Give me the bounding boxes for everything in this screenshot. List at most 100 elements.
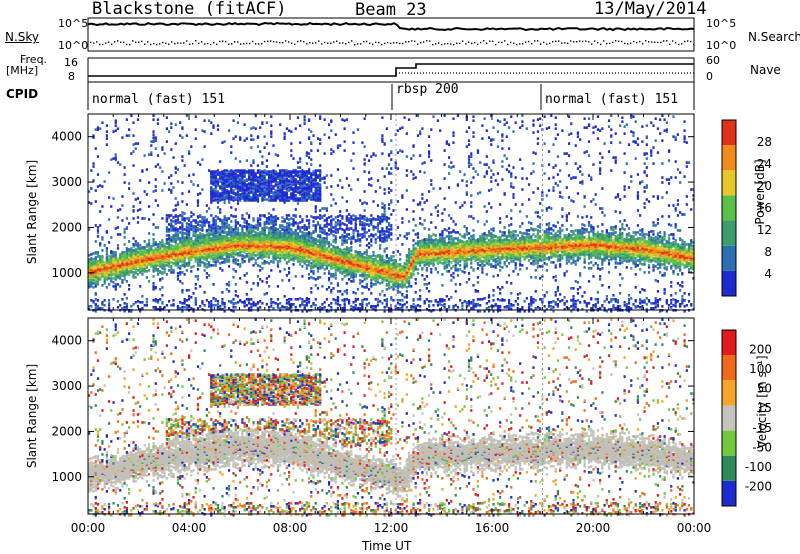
power-cell <box>312 170 314 173</box>
power-cell <box>266 292 268 295</box>
nsearch-point <box>294 44 295 45</box>
power-cell <box>304 170 306 173</box>
power-cell <box>159 241 161 244</box>
power-cell <box>204 304 206 307</box>
power-cell <box>152 136 154 139</box>
power-cell <box>190 211 192 214</box>
power-cell <box>299 197 301 200</box>
nsearch-point <box>240 43 241 44</box>
power-cell <box>268 227 270 230</box>
power-cell <box>328 277 330 280</box>
power-cell <box>321 215 323 218</box>
nsearch-point <box>123 42 124 43</box>
power-cell <box>306 215 308 218</box>
power-cell <box>186 203 188 206</box>
power-cell <box>312 277 314 280</box>
power-cell <box>217 306 219 309</box>
power-cell <box>170 122 172 125</box>
power-cell <box>321 207 323 210</box>
power-cell <box>159 166 161 169</box>
power-cell <box>315 182 317 185</box>
power-cell <box>328 233 330 236</box>
power-cell <box>124 293 126 296</box>
power-cell <box>206 263 208 266</box>
power-cell <box>290 186 292 189</box>
power-cell <box>244 218 246 221</box>
power-cell <box>106 143 108 146</box>
power-cell <box>175 204 177 207</box>
power-cell <box>266 226 268 229</box>
nsearch-point <box>210 44 211 45</box>
power-cell <box>175 142 177 145</box>
power-cell <box>90 187 92 190</box>
power-cell <box>252 234 254 237</box>
power-cell <box>319 276 321 279</box>
power-cell <box>159 246 161 249</box>
power-cell <box>299 221 301 224</box>
power-cell <box>312 178 314 181</box>
power-cell <box>277 298 279 301</box>
power-cell <box>261 214 263 217</box>
power-cell <box>290 258 292 261</box>
power-cell <box>192 213 194 216</box>
power-cell <box>259 306 261 309</box>
power-cell <box>279 224 281 227</box>
power-cell <box>204 262 206 265</box>
power-cell <box>259 300 261 303</box>
nsearch-point <box>186 40 187 41</box>
nsearch-point <box>666 40 667 41</box>
power-cell <box>288 196 290 199</box>
power-cell <box>335 224 337 227</box>
power-cell <box>252 182 254 185</box>
power-cell <box>268 285 270 288</box>
power-cell <box>235 169 237 172</box>
power-cell <box>275 176 277 179</box>
power-cell <box>155 253 157 256</box>
power-cell <box>321 231 323 234</box>
power-cell <box>339 271 341 274</box>
power-cell <box>190 307 192 310</box>
power-cell <box>212 257 214 260</box>
power-cell <box>97 126 99 129</box>
power-cell <box>312 134 314 137</box>
power-cell <box>148 247 150 250</box>
power-cell <box>288 271 290 274</box>
power-cell <box>299 186 301 189</box>
power-cell <box>286 187 288 190</box>
power-cell <box>317 174 319 177</box>
power-cell <box>304 118 306 121</box>
nsearch-point <box>528 41 529 42</box>
power-cell <box>199 192 201 195</box>
power-cell <box>279 194 281 197</box>
power-cell <box>248 298 250 301</box>
power-cell <box>341 271 343 274</box>
power-cell <box>224 201 226 204</box>
power-cell <box>290 217 292 220</box>
power-cell <box>217 225 219 228</box>
power-cell <box>132 249 134 252</box>
power-cell <box>339 220 341 223</box>
power-cell <box>199 264 201 267</box>
nsearch-point <box>174 43 175 44</box>
power-cell <box>239 177 241 180</box>
power-cell <box>257 232 259 235</box>
power-cell <box>244 179 246 182</box>
power-cell <box>275 227 277 230</box>
power-cell <box>217 206 219 209</box>
power-cell <box>224 231 226 234</box>
nsearch-point <box>366 41 367 42</box>
power-cell <box>237 252 239 255</box>
power-cell <box>339 144 341 147</box>
nsearch-point <box>180 43 181 44</box>
nsearch-point <box>627 43 628 44</box>
power-cell <box>295 298 297 301</box>
power-cell <box>124 166 126 169</box>
power-cell <box>117 216 119 219</box>
power-cell <box>268 199 270 202</box>
power-cell <box>117 283 119 286</box>
power-cell <box>217 169 219 172</box>
nsearch-point <box>108 42 109 43</box>
power-cell <box>339 304 341 307</box>
nsearch-point <box>672 40 673 41</box>
power-cell <box>235 135 237 138</box>
